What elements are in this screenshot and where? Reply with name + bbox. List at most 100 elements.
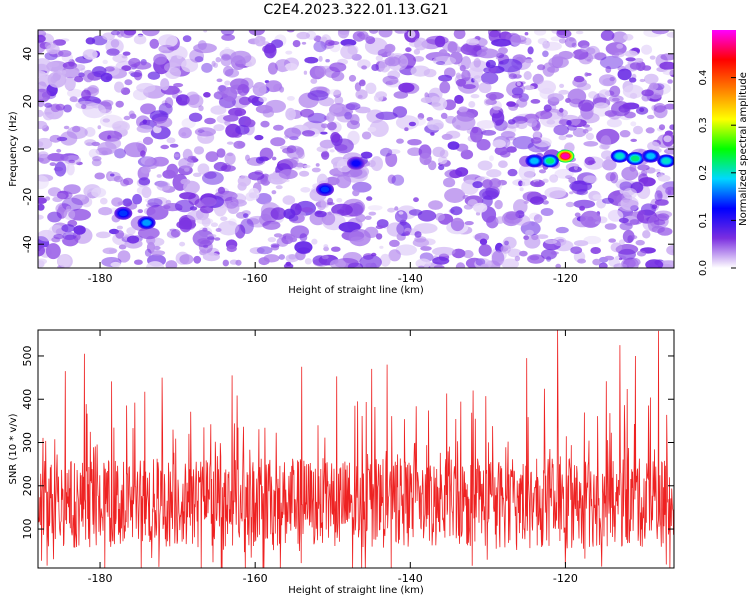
- heatmap-cell: [258, 96, 268, 103]
- heatmap-cell: [184, 167, 190, 172]
- heatmap-cell: [194, 56, 204, 63]
- heatmap-cell: [38, 214, 44, 220]
- heatmap-cell: [417, 113, 425, 120]
- heatmap-cell: [62, 231, 77, 241]
- heatmap-cell: [146, 204, 169, 220]
- heatmap-cell: [576, 189, 588, 196]
- heatmap-cell: [301, 41, 307, 45]
- heatmap-cell: [492, 110, 500, 114]
- heatmap-cell: [427, 119, 444, 131]
- heatmap-cell: [97, 125, 102, 130]
- heatmap-cell: [418, 265, 425, 268]
- heatmap-cell: [630, 138, 637, 142]
- heatmap-cell: [532, 73, 544, 85]
- heatmap-cell: [198, 105, 204, 112]
- heatmap-hotspot: [646, 153, 655, 160]
- heatmap-cell: [218, 220, 239, 236]
- heatmap-cell: [629, 62, 642, 70]
- heatmap-cell: [61, 224, 75, 233]
- heatmap-cell: [420, 246, 432, 251]
- heatmap-cell: [187, 210, 204, 221]
- heatmap-cell: [49, 162, 56, 167]
- heatmap-cell: [174, 153, 180, 158]
- figure-title: C2E4.2023.322.01.13.G21: [263, 2, 448, 18]
- heatmap-cell: [69, 96, 78, 103]
- heatmap-cell: [267, 237, 277, 243]
- heatmap-cell: [85, 142, 94, 147]
- heatmap-cell: [325, 176, 340, 186]
- heatmap-cell: [391, 174, 405, 186]
- heatmap-cell: [153, 116, 173, 129]
- heatmap-cell: [110, 30, 121, 36]
- heatmap-cell: [387, 70, 401, 80]
- heatmap-cell: [156, 174, 162, 178]
- heatmap-cell: [459, 64, 466, 72]
- heatmap-cell: [150, 250, 166, 256]
- heatmap-cell: [44, 41, 57, 50]
- heatmap-cell: [534, 181, 541, 187]
- heatmap-cell: [279, 86, 285, 93]
- heatmap-cell: [379, 253, 391, 267]
- heatmap-cell: [375, 225, 384, 230]
- heatmap-cell: [439, 149, 449, 159]
- heatmap-cell: [113, 175, 123, 183]
- heatmap-cell: [519, 250, 528, 257]
- heatmap-cell: [178, 127, 192, 139]
- heatmap-cell: [619, 222, 633, 231]
- heatmap-cell: [224, 152, 236, 165]
- heatmap-cell: [473, 58, 481, 68]
- heatmap-cell: [331, 246, 341, 252]
- heatmap-cell: [414, 236, 427, 243]
- heatmap-cell: [514, 255, 521, 262]
- heatmap-cell: [205, 151, 219, 163]
- heatmap-cell: [188, 112, 203, 123]
- heatmap-cell: [323, 246, 329, 252]
- heatmap-cell: [653, 219, 666, 226]
- heatmap-cell: [389, 239, 400, 247]
- heatmap-cell: [373, 93, 384, 102]
- spectrogram-y-ticks: -40 -20 0 20 40: [21, 47, 674, 253]
- heatmap-cell: [354, 82, 362, 92]
- heatmap-cell: [432, 56, 457, 66]
- heatmap-cell: [203, 92, 211, 98]
- heatmap-cell: [114, 81, 124, 93]
- heatmap-cell: [68, 208, 91, 221]
- heatmap-cell: [38, 197, 47, 204]
- heatmap-cell: [226, 141, 234, 145]
- heatmap-cell: [302, 130, 315, 137]
- heatmap-cell: [404, 231, 411, 236]
- heatmap-cell: [140, 103, 156, 115]
- heatmap-cell: [475, 211, 481, 216]
- heatmap-cell: [524, 32, 529, 36]
- heatmap-cell: [313, 258, 330, 267]
- heatmap-cell: [516, 120, 528, 130]
- heatmap-cell: [38, 151, 49, 159]
- heatmap-cell: [227, 201, 240, 214]
- spectrogram-x-axis-label: Height of straight line (km): [288, 285, 424, 296]
- heatmap-cell: [511, 87, 524, 96]
- heatmap-cell: [310, 78, 318, 84]
- heatmap-cell: [193, 146, 205, 155]
- heatmap-cell: [153, 53, 168, 65]
- heatmap-cell: [189, 49, 205, 63]
- heatmap-cell: [573, 75, 585, 83]
- heatmap-cell: [486, 215, 499, 229]
- heatmap-cell: [574, 212, 581, 218]
- heatmap-cell: [388, 249, 401, 262]
- heatmap-cell: [519, 81, 526, 85]
- heatmap-cell: [102, 32, 115, 41]
- heatmap-cell: [535, 110, 553, 120]
- heatmap-cell: [169, 143, 179, 148]
- x-tick-label: -120: [553, 572, 578, 585]
- heatmap-cell: [301, 207, 314, 213]
- heatmap-cell: [216, 148, 226, 158]
- heatmap-cell: [537, 64, 546, 71]
- heatmap-hotspot: [615, 153, 624, 160]
- heatmap-cell: [506, 101, 516, 107]
- heatmap-cell: [586, 58, 592, 62]
- y-tick-label: 0: [21, 146, 34, 153]
- heatmap-cell: [359, 254, 382, 268]
- heatmap-cell: [133, 69, 143, 81]
- heatmap-cell: [471, 126, 479, 134]
- heatmap-cell: [498, 160, 508, 168]
